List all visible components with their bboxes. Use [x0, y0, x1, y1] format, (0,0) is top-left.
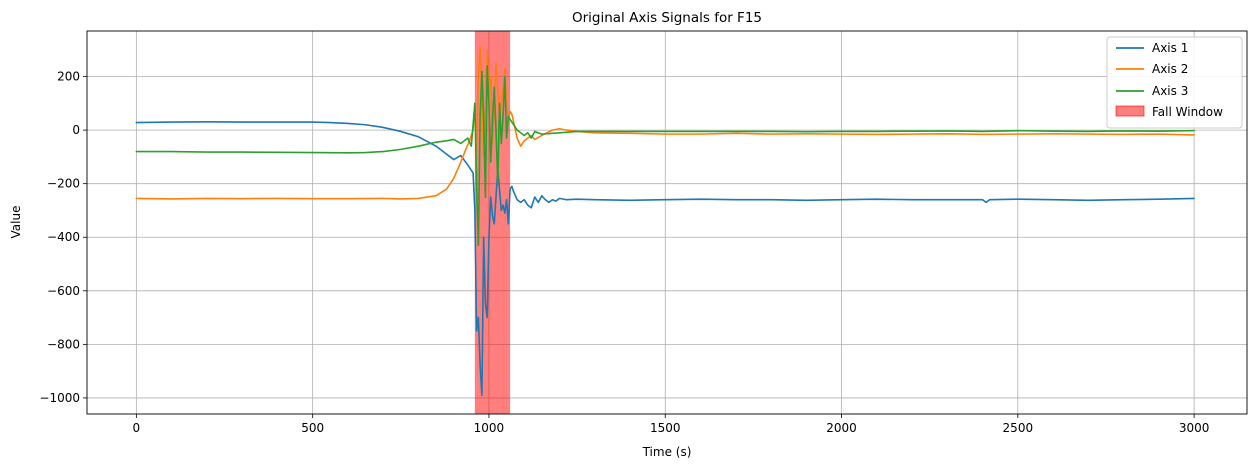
y-axis-title: Value [9, 206, 23, 239]
x-axis-title: Time (s) [642, 445, 692, 459]
x-tick-label: 2000 [826, 421, 857, 435]
plot-frame [86, 30, 1248, 415]
series-line-axis-3 [135, 65, 1195, 247]
legend-label-axis-3: Axis 3 [1152, 84, 1188, 98]
x-tick-label: 0 [133, 421, 141, 435]
x-tick-label: 1000 [474, 421, 505, 435]
y-tick-label: 0 [72, 123, 80, 137]
legend-label-fall-window: Fall Window [1152, 105, 1223, 119]
y-tick-label: −1000 [39, 391, 80, 405]
tick-layer: 0 500 1000 1500 2000 2500 3000−1000−800−600−40… [39, 70, 1209, 435]
y-tick-label: −200 [47, 177, 80, 191]
legend-swatch-fall-window [1115, 105, 1145, 117]
x-tick-label: 1500 [650, 421, 681, 435]
series-line-axis-1 [135, 121, 1195, 397]
y-tick-label: −400 [47, 230, 80, 244]
y-tick-label: −800 [47, 337, 80, 351]
legend-label-axis-1: Axis 1 [1152, 41, 1188, 55]
x-tick-label: 3000 [1179, 421, 1210, 435]
legend: Axis 1 Axis 2 Axis 3 Fall Window [1106, 36, 1243, 129]
y-tick-label: 200 [57, 70, 80, 84]
x-tick-label: 2500 [1003, 421, 1034, 435]
legend-box [1106, 36, 1243, 129]
chart-title: Original Axis Signals for F15 [572, 10, 762, 26]
series-layer [135, 46, 1195, 397]
y-tick-label: −600 [47, 284, 80, 298]
series-line-axis-2 [135, 46, 1195, 200]
x-tick-label: 500 [301, 421, 324, 435]
legend-label-axis-2: Axis 2 [1152, 62, 1188, 76]
